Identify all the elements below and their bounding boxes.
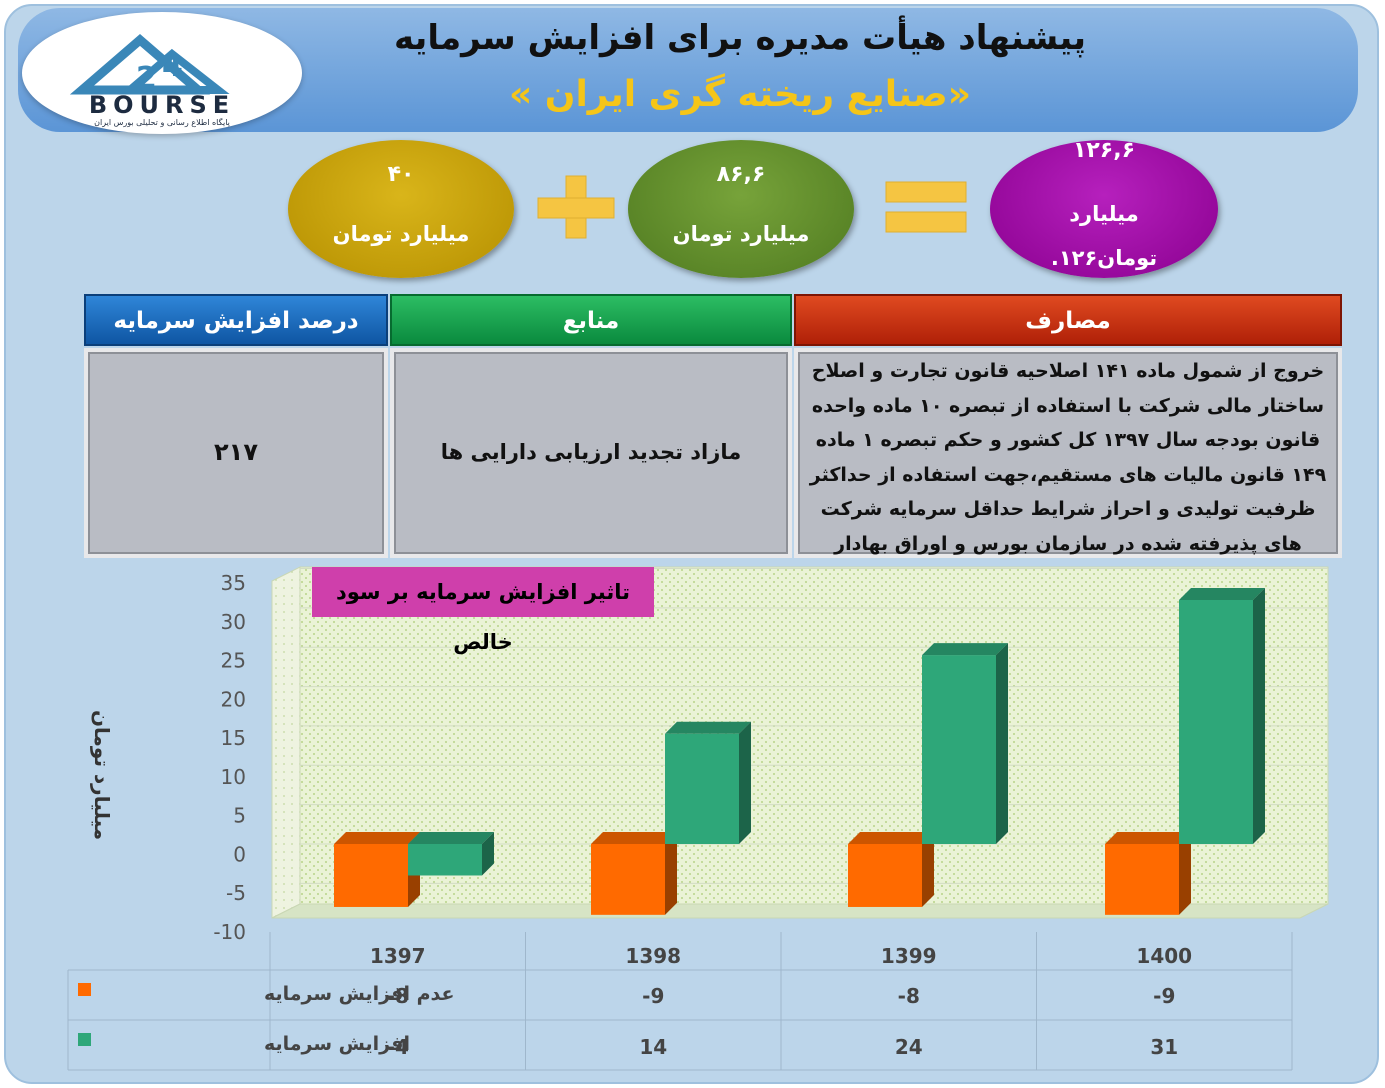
oval-revaluation-surplus: ۸۶,۶ میلیارد تومان bbox=[628, 140, 854, 278]
cell-percent-value: ۲۱۷ bbox=[84, 348, 388, 558]
bar-top bbox=[922, 643, 1008, 656]
bar-top bbox=[1179, 588, 1265, 600]
y-tick-label: 20 bbox=[221, 687, 246, 711]
chart-side-wall bbox=[271, 566, 301, 919]
oval-revaluation-unit: میلیارد تومان bbox=[672, 222, 810, 246]
bar-side bbox=[1179, 832, 1191, 915]
bar-top bbox=[665, 721, 751, 734]
bar-increase-1397 bbox=[408, 844, 482, 876]
legend-swatch bbox=[78, 1033, 91, 1046]
data-value-label: -8 bbox=[898, 984, 920, 1008]
bourse-logo: 2 4 BOURSE پایگاه اطلاع رسانی و تحلیلی ب… bbox=[22, 12, 302, 134]
bar-top bbox=[408, 832, 494, 844]
data-value-label: 24 bbox=[895, 1035, 923, 1059]
uses-line: ساختار مالی شرکت با استفاده از تبصره ۱۰ … bbox=[811, 394, 1325, 417]
y-tick-label: 35 bbox=[221, 571, 246, 595]
page-title: پیشنهاد هیأت مدیره برای افزایش سرمایه bbox=[393, 18, 1087, 58]
equals-icon bbox=[885, 181, 967, 233]
uses-line: قانون بودجه سال ۱۳۹۷ کل کشور و حکم تبصره… bbox=[815, 429, 1321, 451]
y-tick-label: 25 bbox=[221, 649, 246, 673]
bar-side bbox=[739, 721, 751, 844]
y-tick-label: 0 bbox=[233, 842, 246, 866]
y-axis-label: میلیارد تومان bbox=[90, 710, 114, 840]
svg-text:2: 2 bbox=[136, 61, 157, 96]
oval-total-unit-line2: تومان۱۲۶. bbox=[1050, 246, 1158, 270]
data-value-label: -8 bbox=[387, 984, 409, 1008]
legend-swatch bbox=[78, 983, 91, 996]
bar-top bbox=[334, 832, 420, 844]
bar-side bbox=[1253, 588, 1265, 844]
uses-line: ظرفیت تولیدی و احراز شرایط حداقل سرمایه … bbox=[820, 498, 1316, 520]
oval-total-increase: ۱۲۶,۶ میلیارد تومان۱۲۶. bbox=[990, 138, 1218, 278]
oval-cash-unit: میلیارد تومان bbox=[332, 222, 470, 246]
bar-top bbox=[848, 832, 934, 844]
cell-uses-text: خروج از شمول ماده ۱۴۱ اصلاحیه قانون تجار… bbox=[794, 348, 1342, 558]
cell-sources-text: مازاد تجدید ارزیابی دارایی ها bbox=[390, 348, 792, 558]
bar-no-increase-1398 bbox=[591, 844, 665, 915]
oval-revaluation-value: ۸۶,۶ bbox=[716, 162, 766, 187]
bar-side bbox=[482, 832, 494, 876]
company-name: «صنایع ریخته گری ایران » bbox=[508, 74, 972, 115]
chart-title: تاثیر افزایش سرمایه بر سود خالص bbox=[312, 567, 654, 654]
legend-label: عدم افزایش سرمایه bbox=[264, 983, 454, 1005]
plus-icon bbox=[537, 175, 615, 239]
bar-no-increase-1397 bbox=[334, 844, 408, 907]
data-value-label: -4 bbox=[387, 1035, 409, 1059]
y-tick-label: -10 bbox=[213, 920, 246, 944]
y-tick-label: 5 bbox=[233, 804, 246, 828]
x-category-label: 1397 bbox=[370, 944, 426, 968]
bar-top bbox=[1105, 832, 1191, 844]
x-category-label: 1400 bbox=[1136, 944, 1192, 968]
oval-total-value: ۱۲۶,۶ bbox=[1072, 138, 1136, 163]
header-sources: منابع bbox=[390, 294, 792, 346]
uses-line: های پذیرفته شده در سازمان بورس و اوراق ب… bbox=[834, 532, 1302, 555]
x-category-label: 1398 bbox=[625, 944, 681, 968]
chart-floor bbox=[271, 903, 1329, 919]
logo-text: BOURSE bbox=[89, 91, 235, 119]
x-category-label: 1399 bbox=[881, 944, 937, 968]
logo-tagline: پایگاه اطلاع رسانی و تحلیلی بورس ایران bbox=[94, 117, 230, 127]
svg-text:4: 4 bbox=[162, 49, 183, 84]
bar-increase-1400 bbox=[1179, 600, 1253, 844]
y-tick-label: 30 bbox=[221, 610, 246, 634]
bar-no-increase-1399 bbox=[848, 844, 922, 907]
data-value-label: -9 bbox=[642, 984, 664, 1008]
y-tick-label: 15 bbox=[221, 726, 246, 750]
bar-no-increase-1400 bbox=[1105, 844, 1179, 915]
bar-side bbox=[922, 832, 934, 907]
y-tick-label: 10 bbox=[221, 765, 246, 789]
uses-line: ۱۴۹ قانون مالیات های مستقیم،جهت استفاده … bbox=[809, 463, 1327, 486]
header-uses: مصارف bbox=[794, 294, 1342, 346]
data-value-label: -9 bbox=[1153, 984, 1175, 1008]
data-value-label: 31 bbox=[1150, 1035, 1178, 1059]
bar-increase-1399 bbox=[922, 655, 996, 844]
legend-label: افزایش سرمایه bbox=[264, 1033, 410, 1055]
oval-cash-value: ۴۰ bbox=[387, 162, 415, 187]
header-percent: درصد افزایش سرمایه bbox=[84, 294, 388, 346]
y-tick-label: -5 bbox=[226, 881, 246, 905]
data-value-label: 14 bbox=[639, 1035, 667, 1059]
uses-line: خروج از شمول ماده ۱۴۱ اصلاحیه قانون تجار… bbox=[811, 360, 1325, 382]
oval-total-unit-line1: میلیارد bbox=[1069, 202, 1139, 226]
bar-increase-1398 bbox=[665, 733, 739, 844]
bar-top bbox=[591, 832, 677, 844]
bar-side bbox=[665, 832, 677, 915]
bar-side bbox=[996, 643, 1008, 844]
oval-cash-contribution: ۴۰ میلیارد تومان bbox=[288, 140, 514, 278]
